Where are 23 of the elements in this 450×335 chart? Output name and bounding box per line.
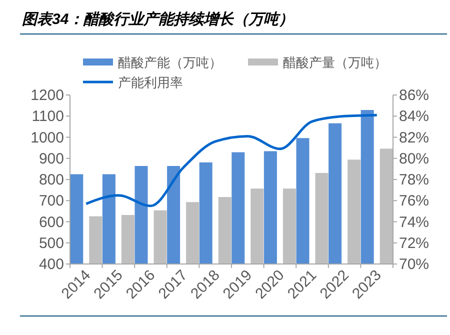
y-tick-label: 1200 (30, 87, 64, 104)
y2-tick-label: 72% (399, 234, 430, 252)
y2-tick-label: 82% (399, 129, 430, 146)
legend-label: 产能利用率 (118, 75, 183, 90)
legend-label: 醋酸产能（万吨） (118, 55, 222, 70)
y-tick-label: 400 (38, 256, 64, 273)
chart-title: 图表34：醋酸行业产能持续增长（万吨） (22, 10, 294, 28)
y-tick-label: 800 (38, 172, 64, 188)
y-tick-label: 1000 (30, 129, 64, 146)
y2-tick-label: 86% (399, 87, 430, 104)
legend-label: 醋酸产量（万吨） (283, 55, 387, 70)
y-tick-label: 900 (38, 150, 64, 168)
y-tick-label: 700 (38, 192, 64, 210)
y-tick-label: 500 (38, 234, 64, 252)
y2-tick-label: 76% (399, 192, 430, 210)
y2-tick-label: 70% (399, 256, 430, 273)
y2-tick-label: 78% (399, 172, 430, 188)
line-series (84, 114, 378, 208)
y-tick-label: 600 (38, 214, 64, 231)
y2-tick-label: 80% (399, 150, 430, 168)
y-tick-label: 1100 (32, 108, 64, 126)
y2-tick-label: 84% (399, 108, 430, 126)
y2-tick-label: 74% (399, 214, 430, 231)
